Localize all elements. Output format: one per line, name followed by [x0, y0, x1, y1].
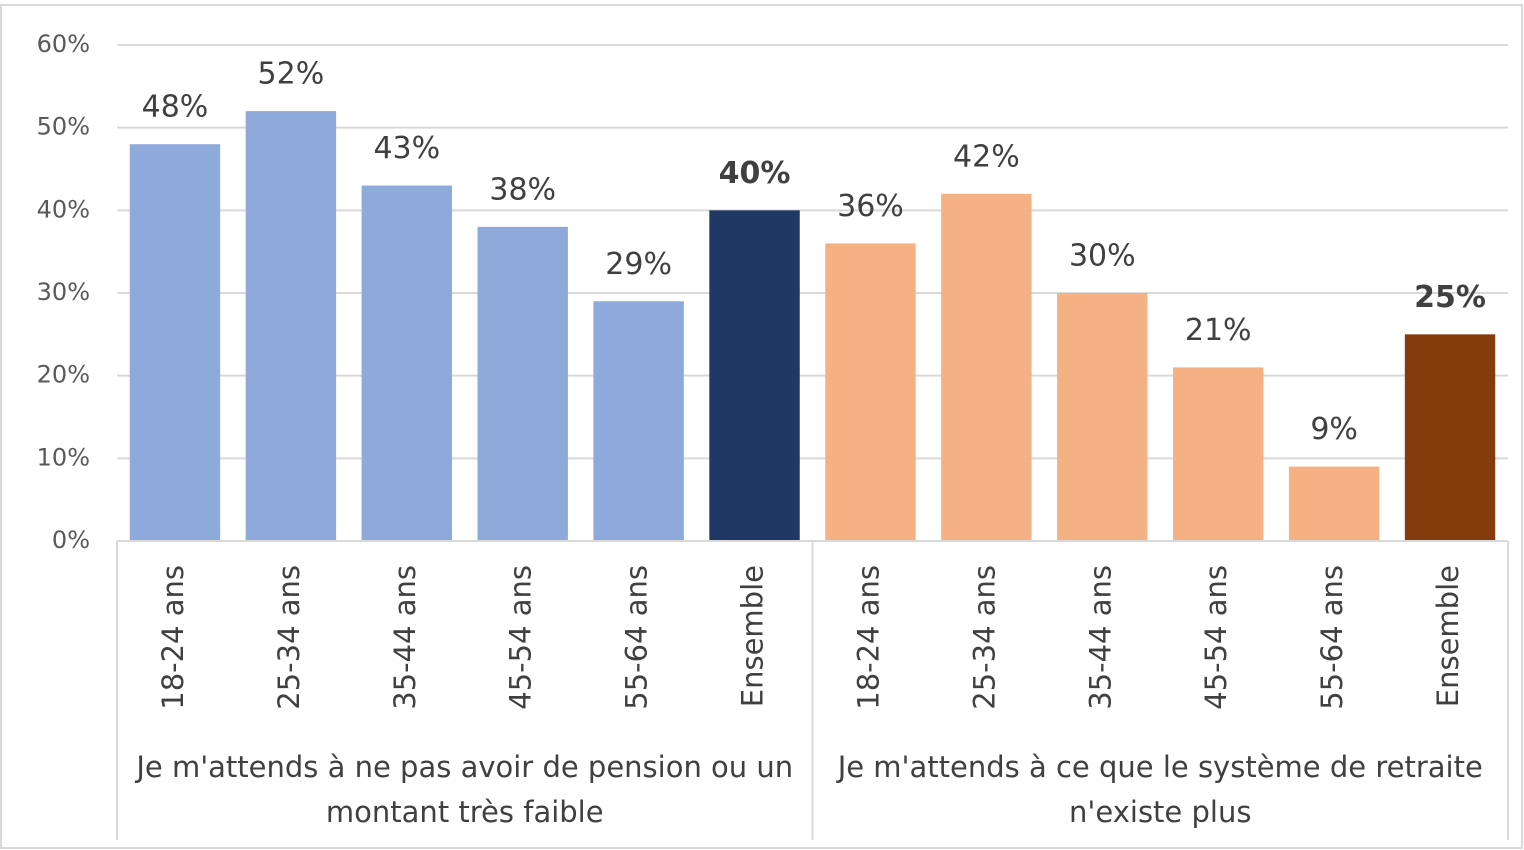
- x-tick-label: 18-24 ans: [156, 565, 190, 710]
- y-tick-label: 50%: [37, 113, 90, 141]
- data-label: 38%: [489, 172, 556, 207]
- x-tick-label: 45-54 ans: [1199, 565, 1233, 710]
- bar: [361, 185, 452, 542]
- bar: [1288, 466, 1380, 541]
- group-label: Je m'attends à ne pas avoir de pension o…: [136, 750, 794, 829]
- data-label: 9%: [1310, 412, 1358, 447]
- y-tick-label: 60%: [37, 30, 90, 58]
- y-tick-label: 0%: [52, 526, 90, 554]
- group-label-box: Je m'attends à ne pas avoir de pension o…: [136, 750, 794, 829]
- bar: [477, 226, 568, 541]
- bar: [1404, 334, 1496, 541]
- data-label: 43%: [373, 131, 440, 166]
- bar: [709, 210, 800, 542]
- x-tick-label: 55-64 ans: [1315, 565, 1349, 710]
- data-label: 52%: [258, 57, 325, 92]
- bar: [129, 144, 221, 541]
- y-tick-label: 30%: [37, 278, 90, 306]
- x-tick-label: Ensemble: [1431, 565, 1465, 707]
- x-tick-label: 35-44 ans: [388, 565, 422, 710]
- x-tick-label: Ensemble: [736, 565, 770, 707]
- data-label: 40%: [719, 156, 791, 191]
- x-tick-label: 55-64 ans: [620, 565, 654, 710]
- data-label: 21%: [1185, 313, 1252, 348]
- x-tick-label: 25-34 ans: [967, 565, 1001, 710]
- data-label: 42%: [953, 139, 1020, 174]
- bar: [1057, 293, 1148, 541]
- y-tick-label: 40%: [37, 195, 90, 223]
- bar: [1173, 367, 1264, 541]
- data-label: 29%: [605, 247, 672, 282]
- y-tick-label: 20%: [37, 361, 90, 389]
- group-label: Je m'attends à ce que le système de retr…: [837, 750, 1483, 829]
- data-label: 25%: [1414, 280, 1486, 315]
- chart-frame: [0, 4, 1523, 849]
- bar: [825, 243, 916, 541]
- bar: [245, 111, 337, 541]
- x-tick-label: 18-24 ans: [851, 565, 885, 710]
- bar: [593, 301, 684, 541]
- group-label-box: Je m'attends à ce que le système de retr…: [837, 750, 1483, 829]
- data-label: 48%: [142, 90, 209, 125]
- x-tick-label: 45-54 ans: [504, 565, 538, 710]
- data-label: 36%: [837, 189, 904, 224]
- bar: [941, 193, 1032, 542]
- x-tick-label: 25-34 ans: [272, 565, 306, 710]
- data-label: 30%: [1069, 239, 1136, 274]
- x-tick-label: 35-44 ans: [1083, 565, 1117, 710]
- y-tick-label: 10%: [37, 443, 90, 471]
